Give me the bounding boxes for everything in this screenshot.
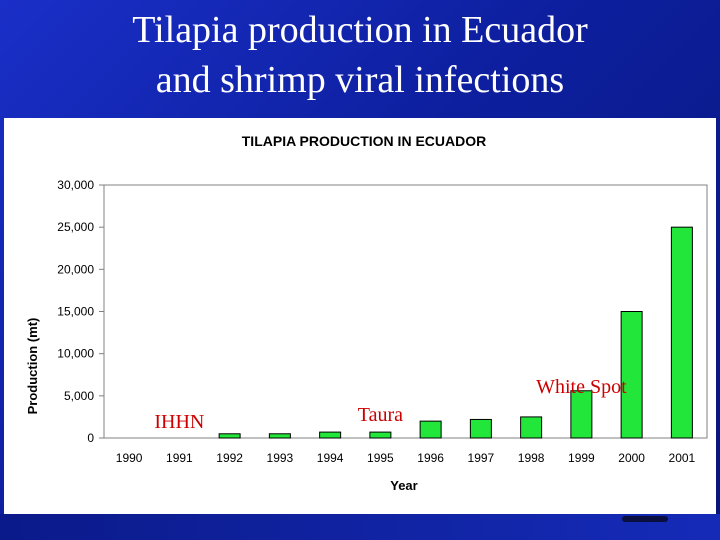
x-tick-label: 2001: [669, 451, 696, 465]
x-tick-label: 1991: [166, 451, 193, 465]
y-tick-label: 0: [87, 431, 94, 445]
bar-1999: [570, 390, 593, 439]
x-tick-label: 1990: [116, 451, 143, 465]
bar-1993: [268, 433, 291, 439]
x-tick-label: 1998: [518, 451, 545, 465]
x-tick-label: 1994: [317, 451, 344, 465]
y-tick-label: 25,000: [57, 220, 94, 234]
bar-2001: [670, 226, 693, 439]
y-tick-label: 15,000: [57, 305, 94, 319]
x-tick-label: 1999: [568, 451, 595, 465]
y-tick-label: 5,000: [64, 389, 94, 403]
plot-frame: [103, 184, 708, 439]
x-tick-label: 1997: [468, 451, 495, 465]
footer-bar: [0, 514, 720, 540]
y-tick-label: 30,000: [57, 178, 94, 192]
chart-title: TILAPIA PRODUCTION IN ECUADOR: [242, 133, 486, 149]
x-tick-label: 1993: [267, 451, 294, 465]
bar-1992: [218, 433, 241, 439]
x-axis-label: Year: [390, 478, 417, 493]
slide-title-line-1: Tilapia production in Ecuador: [132, 9, 588, 51]
x-tick-label: 2000: [618, 451, 645, 465]
chart-panel: 0 5,000 10,000 15,000 20,000 25,000 30,000 199…: [4, 118, 716, 514]
slide-title-line-2: and shrimp viral infections: [155, 59, 565, 101]
footer-decoration: [622, 516, 668, 522]
y-axis-label: Production (mt): [25, 318, 40, 415]
y-tick-label: 20,000: [57, 262, 94, 276]
plot-area: [103, 184, 708, 439]
bar-1995: [369, 431, 392, 439]
y-tick-label: 10,000: [57, 347, 94, 361]
annotation-label: Taura: [358, 404, 403, 426]
bars: [218, 226, 693, 439]
bar-1998: [520, 416, 543, 439]
x-tick-label: 1996: [417, 451, 444, 465]
x-tick-label: 1995: [367, 451, 394, 465]
bar-1997: [469, 418, 492, 439]
x-tick-label: 1992: [216, 451, 243, 465]
annotations: IHHN Taura White Spot: [154, 376, 627, 433]
bar-1996: [419, 420, 442, 439]
annotation-label: White Spot: [536, 376, 627, 398]
annotation-label: IHHN: [154, 411, 204, 433]
bar-chart: 0 5,000 10,000 15,000 20,000 25,000 30,000 199…: [25, 133, 708, 493]
y-axis-ticks: 0 5,000 10,000 15,000 20,000 25,000 30,000: [57, 178, 104, 445]
x-axis-ticks: 1990 1991 1992 1993 1994 1995 1996 1997 1998 1999…: [116, 451, 696, 465]
bar-1994: [319, 431, 342, 439]
bar-2000: [620, 311, 643, 439]
